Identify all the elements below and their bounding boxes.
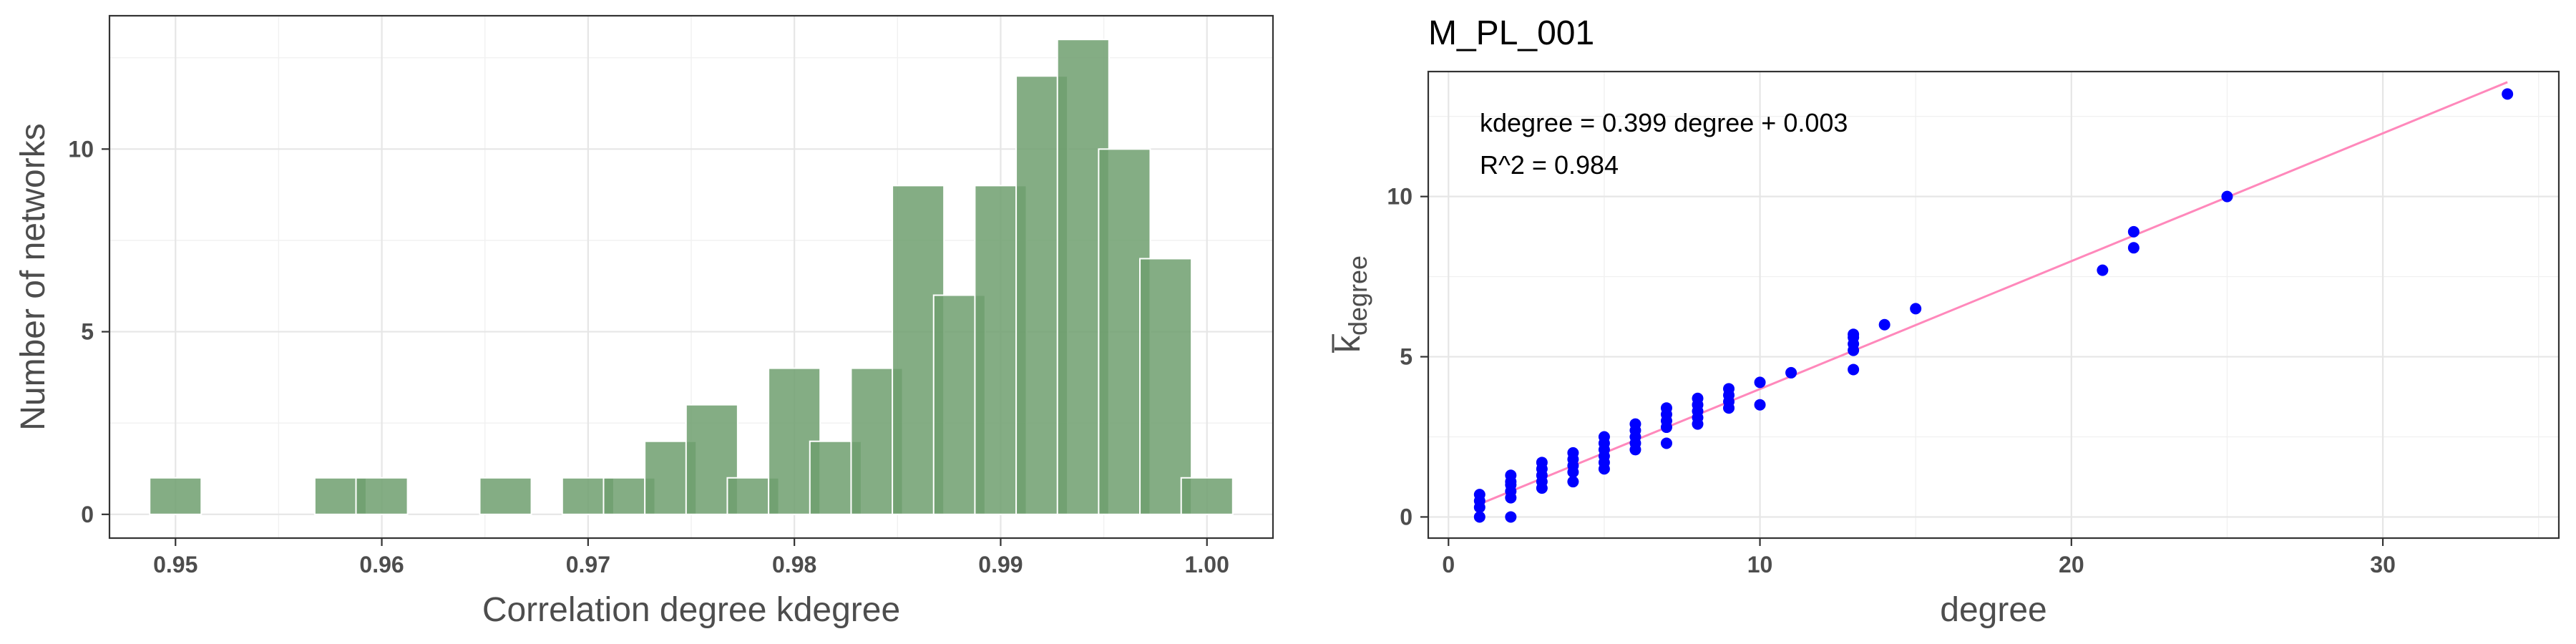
- scatter-point: [1505, 469, 1517, 482]
- histogram-bar: [1139, 258, 1193, 515]
- scatter-point: [1754, 376, 1766, 389]
- x-tick-label: 0.95: [153, 552, 197, 577]
- scatter-chart: M_PL_001 kdegree = 0.399 degree + 0.003 …: [1330, 14, 2560, 629]
- scatter-point: [1567, 447, 1579, 459]
- histogram-y-axis-title: Number of networks: [14, 123, 52, 431]
- scatter-point: [1473, 511, 1485, 523]
- scatter-point: [2221, 190, 2233, 203]
- scatter-y-axis-title-main: k: [1330, 335, 1367, 353]
- x-tick-label: 0: [1442, 552, 1455, 577]
- histogram-x-axis: 0.95 0.96 0.97 0.98 0.99 1.00: [153, 538, 1229, 577]
- scatter-point: [1505, 511, 1517, 523]
- scatter-point: [1660, 437, 1672, 449]
- scatter-point: [1629, 418, 1641, 430]
- x-tick-label: 0.97: [566, 552, 610, 577]
- x-tick-label: 10: [1747, 552, 1773, 577]
- scatter-y-axis: 0 5 10: [1387, 184, 1428, 530]
- y-tick-label: 10: [1387, 184, 1413, 210]
- y-tick-label: 0: [81, 502, 94, 527]
- histogram-x-axis-title: Correlation degree kdegree: [482, 591, 900, 629]
- x-tick-label: 0.99: [978, 552, 1023, 577]
- scatter-point: [1598, 431, 1610, 443]
- scatter-point: [1785, 366, 1797, 379]
- histogram-bar: [479, 477, 532, 515]
- x-tick-label: 20: [2059, 552, 2084, 577]
- histogram-bar: [355, 477, 409, 515]
- scatter-gridlines: [1428, 72, 2559, 538]
- histogram-y-axis: 0 5 10: [68, 136, 109, 527]
- scatter-point: [1536, 457, 1548, 469]
- y-tick-label: 10: [68, 136, 94, 162]
- scatter-panel-border: [1427, 70, 2560, 540]
- y-tick-label: 5: [81, 319, 94, 345]
- scatter-point: [2097, 264, 2109, 276]
- scatter-title: M_PL_001: [1428, 14, 1594, 52]
- scatter-y-axis-title-sub: degree: [1343, 255, 1372, 336]
- scatter-point: [1754, 399, 1766, 411]
- scatter-panel-background: [1428, 72, 2559, 538]
- histogram-bars: [149, 39, 1234, 515]
- scatter-point: [1473, 489, 1485, 501]
- scatter-points: [1473, 88, 2514, 523]
- x-tick-label: 0.98: [772, 552, 816, 577]
- scatter-point: [2127, 242, 2140, 254]
- x-tick-label: 30: [2370, 552, 2396, 577]
- scatter-point: [2127, 225, 2140, 238]
- x-tick-label: 0.96: [359, 552, 404, 577]
- scatter-x-axis-title: degree: [1940, 591, 2046, 629]
- scatter-point: [1723, 383, 1735, 395]
- y-tick-label: 0: [1400, 504, 1413, 530]
- scatter-point: [1567, 476, 1579, 488]
- r-squared-label: R^2 = 0.984: [1480, 150, 1619, 180]
- scatter-point: [1692, 392, 1704, 404]
- scatter-point: [1660, 402, 1672, 414]
- scatter-point: [1910, 303, 1922, 315]
- x-tick-label: 1.00: [1185, 552, 1229, 577]
- scatter-point: [1848, 364, 1860, 376]
- histogram-chart: 0.95 0.96 0.97 0.98 0.99 1.00 0 5 10 Correlatio…: [14, 14, 1274, 629]
- histogram-bar: [1180, 477, 1234, 515]
- histogram-panel-border: [108, 14, 1274, 540]
- scatter-x-axis: 0 10 20 30: [1442, 538, 2396, 577]
- regression-line: [1479, 81, 2508, 505]
- histogram-bar: [149, 477, 203, 515]
- scatter-point: [1848, 328, 1860, 341]
- y-tick-label: 5: [1400, 344, 1413, 370]
- scatter-y-axis-title: kdegree: [1330, 255, 1372, 353]
- scatter-point: [1878, 318, 1890, 331]
- scatter-point: [2502, 88, 2514, 100]
- regression-equation: kdegree = 0.399 degree + 0.003: [1480, 108, 1848, 137]
- scatter-y-axis-title-text: kdegree: [1330, 255, 1372, 353]
